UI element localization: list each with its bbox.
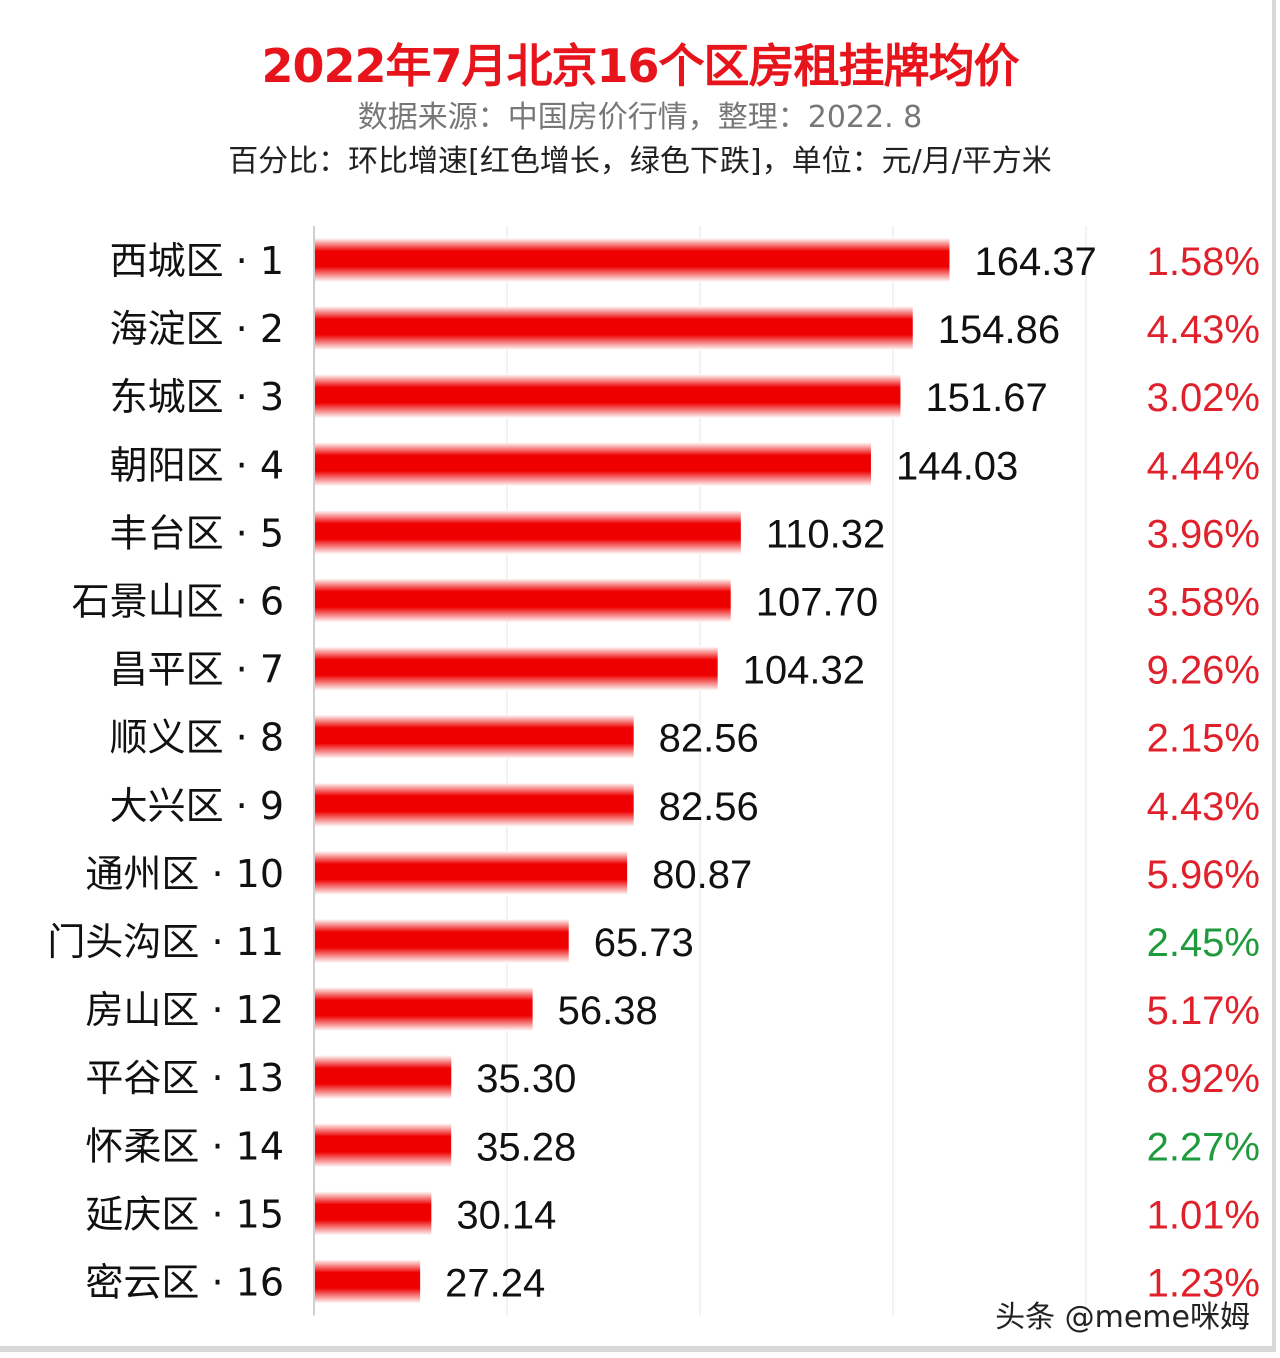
bar xyxy=(315,646,718,691)
category-label: 顺义区 · 8 xyxy=(110,716,284,760)
category-label: 昌平区 · 7 xyxy=(110,648,284,692)
change-label: 2.27% xyxy=(1147,1125,1260,1169)
change-label: 3.58% xyxy=(1147,581,1260,625)
category-label: 平谷区 · 13 xyxy=(85,1056,284,1100)
change-label: 3.02% xyxy=(1147,376,1260,420)
watermark: 头条 @meme咪姆 xyxy=(995,1300,1250,1335)
value-label: 104.32 xyxy=(743,649,865,693)
category-label: 大兴区 · 9 xyxy=(110,784,284,828)
value-label: 107.70 xyxy=(756,581,878,625)
value-label: 154.86 xyxy=(938,308,1060,352)
value-label: 80.87 xyxy=(652,853,752,897)
bar xyxy=(315,1055,452,1100)
change-label: 3.96% xyxy=(1147,512,1260,556)
category-label: 怀柔区 · 14 xyxy=(85,1124,284,1168)
category-label: 丰台区 · 5 xyxy=(110,511,284,555)
bar xyxy=(315,1191,432,1236)
value-label: 82.56 xyxy=(659,717,759,761)
value-label: 65.73 xyxy=(594,921,694,965)
change-label: 1.23% xyxy=(1147,1262,1260,1306)
category-label: 东城区 · 3 xyxy=(110,375,284,419)
category-label: 通州区 · 10 xyxy=(85,852,284,896)
bar xyxy=(315,987,533,1032)
category-label: 门头沟区 · 11 xyxy=(47,920,284,964)
category-label: 石景山区 · 6 xyxy=(72,580,284,624)
bar xyxy=(315,714,634,759)
value-label: 30.14 xyxy=(456,1193,556,1237)
bar xyxy=(315,306,913,351)
bar xyxy=(315,510,741,555)
chart-subtitle: 数据来源：中国房价行情，整理：2022. 8 xyxy=(357,100,923,135)
value-label: 27.24 xyxy=(445,1262,545,1306)
change-label: 4.44% xyxy=(1147,444,1260,488)
bar xyxy=(315,238,950,282)
value-label: 110.32 xyxy=(766,512,885,556)
change-label: 4.43% xyxy=(1147,308,1260,352)
category-label: 西城区 · 1 xyxy=(110,239,284,283)
bar xyxy=(315,374,901,419)
bar xyxy=(315,1259,421,1304)
change-label: 1.58% xyxy=(1147,240,1260,284)
change-label: 9.26% xyxy=(1147,649,1260,693)
value-label: 82.56 xyxy=(659,785,759,829)
bar xyxy=(315,850,628,895)
category-label: 房山区 · 12 xyxy=(85,988,284,1032)
value-label: 35.30 xyxy=(476,1057,576,1101)
category-label: 海淀区 · 2 xyxy=(110,307,284,351)
bar xyxy=(315,442,871,487)
change-label: 2.45% xyxy=(1147,921,1260,965)
bar xyxy=(315,578,731,623)
change-label: 4.43% xyxy=(1147,785,1260,829)
value-label: 144.03 xyxy=(896,444,1018,488)
bar xyxy=(315,1123,452,1168)
value-label: 35.28 xyxy=(476,1125,576,1169)
value-label: 151.67 xyxy=(925,376,1047,420)
change-label: 2.15% xyxy=(1147,717,1260,761)
chart-title: 2022年7月北京16个区房租挂牌均价 xyxy=(261,39,1019,93)
chart-note: 百分比：环比增速[红色增长，绿色下跌]，单位：元/月/平方米 xyxy=(228,144,1052,179)
value-label: 164.37 xyxy=(974,240,1096,284)
category-label: 密云区 · 16 xyxy=(85,1261,284,1305)
change-label: 1.01% xyxy=(1147,1193,1260,1237)
bar xyxy=(315,782,634,827)
category-label: 朝阳区 · 4 xyxy=(110,443,284,487)
change-label: 8.92% xyxy=(1147,1057,1260,1101)
value-label: 56.38 xyxy=(558,989,658,1033)
bar xyxy=(315,919,569,963)
change-label: 5.17% xyxy=(1147,989,1260,1033)
category-label: 延庆区 · 15 xyxy=(85,1192,284,1236)
change-label: 5.96% xyxy=(1147,853,1260,897)
